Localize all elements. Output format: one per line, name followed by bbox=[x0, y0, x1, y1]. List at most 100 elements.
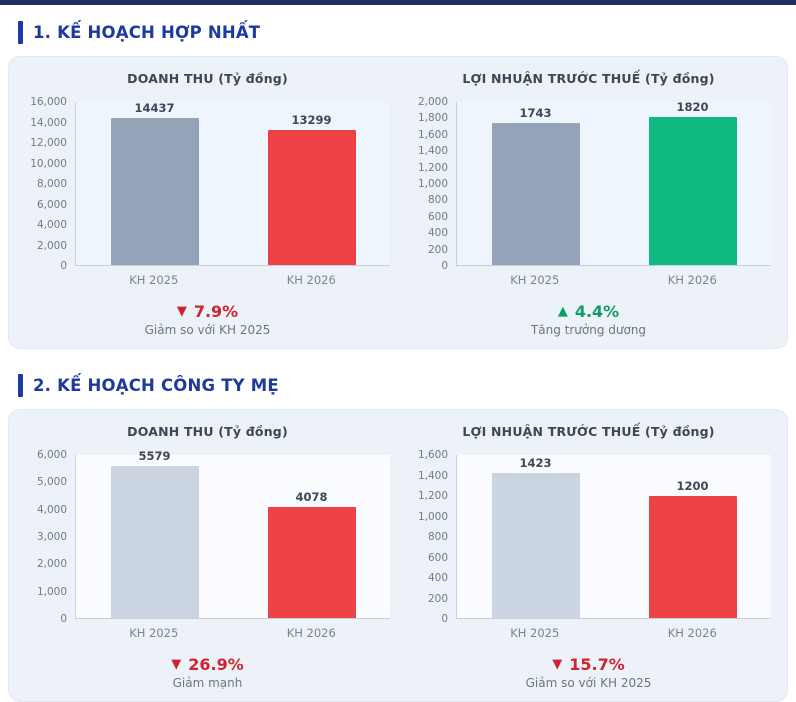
bar-slot: 1743 bbox=[457, 102, 614, 265]
heading-accent-bar bbox=[18, 373, 23, 397]
y-axis-tick-label: 1,000 bbox=[417, 178, 448, 190]
bar-kh-2026: 1200 bbox=[648, 479, 737, 618]
chart-profit-parent: LỢI NHUẬN TRƯỚC THUẾ (Tỷ đồng) 1,600 1,400… bbox=[398, 424, 779, 693]
top-accent-bar bbox=[0, 0, 796, 5]
bar-slot: 1200 bbox=[614, 455, 771, 618]
y-axis-tick-label: 4,000 bbox=[36, 219, 67, 231]
bar-slot: 1423 bbox=[457, 455, 614, 618]
y-axis: 1,600 1,400 1,200 1,000 800 600 400 200 0 bbox=[406, 449, 456, 625]
y-axis-tick-label: 1,200 bbox=[417, 161, 448, 174]
y-axis-tick-label: 16,000 bbox=[30, 96, 67, 108]
y-axis-tick-label: 200 bbox=[427, 243, 448, 256]
y-axis-tick-label: 600 bbox=[427, 551, 448, 564]
bar-kh-2026: 1820 bbox=[648, 100, 737, 265]
y-axis-tick-label: 800 bbox=[427, 194, 448, 207]
x-axis-label: KH 2025 bbox=[510, 273, 560, 287]
section-2-title: 2. KẾ HOẠCH CÔNG TY MẸ bbox=[33, 375, 279, 395]
y-axis-tick-label: 4,000 bbox=[36, 503, 67, 516]
bar-value-label: 13299 bbox=[291, 112, 332, 127]
chart-body: 1,600 1,400 1,200 1,000 800 600 400 200 0 1423 120… bbox=[406, 449, 771, 625]
bar-value-label: 14437 bbox=[134, 100, 175, 115]
y-axis-tick-label: 1,000 bbox=[36, 585, 67, 598]
y-axis-tick-label: 800 bbox=[427, 531, 448, 543]
x-axis-labels: KH 2025 KH 2026 bbox=[75, 619, 390, 644]
x-axis-label: KH 2026 bbox=[667, 626, 717, 640]
bar-kh-2026: 13299 bbox=[267, 113, 356, 265]
x-axis-label: KH 2026 bbox=[286, 626, 336, 640]
chart-title: LỢI NHUẬN TRƯỚC THUẾ (Tỷ đồng) bbox=[462, 71, 715, 86]
bar-slot: 4078 bbox=[233, 455, 390, 618]
y-axis-tick-label: 1,400 bbox=[417, 469, 448, 482]
y-axis-tick-label: 1,200 bbox=[417, 490, 448, 502]
chart-revenue-consolidated: DOANH THU (Tỷ đồng) 16,000 14,000 12,000 10,… bbox=[17, 71, 398, 340]
change-indicator: ▼ 26.9% bbox=[25, 653, 390, 675]
y-axis-tick-label: 600 bbox=[427, 210, 448, 223]
section-2-panel: DOANH THU (Tỷ đồng) 6,000 5,000 4,000 3,000 2… bbox=[8, 409, 788, 702]
change-indicator: ▼ 15.7% bbox=[406, 653, 771, 675]
bar-value-label: 1820 bbox=[676, 99, 709, 114]
y-axis-tick-label: 1,600 bbox=[417, 128, 448, 141]
y-axis-tick-label: 200 bbox=[427, 592, 448, 605]
y-axis-tick-label: 2,000 bbox=[36, 558, 67, 571]
y-axis: 6,000 5,000 4,000 3,000 2,000 1,000 0 bbox=[25, 449, 75, 625]
bar-slot: 14437 bbox=[76, 100, 233, 265]
bar-value-label: 4078 bbox=[295, 490, 328, 505]
arrow-up-icon: ▲ bbox=[557, 303, 568, 319]
chart-body: 16,000 14,000 12,000 10,000 8,000 6,000 4,000 2… bbox=[25, 96, 390, 272]
y-axis-tick-label: 0 bbox=[60, 260, 67, 272]
bar-kh-2026: 4078 bbox=[267, 490, 356, 618]
change-indicator: ▼ 7.9% bbox=[25, 300, 390, 322]
chart-title: DOANH THU (Tỷ đồng) bbox=[127, 71, 288, 86]
section-2-heading: 2. KẾ HOẠCH CÔNG TY MẸ bbox=[18, 373, 778, 397]
bar-value-label: 1743 bbox=[519, 105, 552, 120]
y-axis-tick-label: 0 bbox=[441, 613, 448, 625]
chart-body: 6,000 5,000 4,000 3,000 2,000 1,000 0 5579 4078 bbox=[25, 449, 390, 625]
y-axis-tick-label: 10,000 bbox=[30, 157, 67, 170]
y-axis-tick-label: 0 bbox=[60, 613, 67, 625]
x-axis-label: KH 2025 bbox=[510, 626, 560, 640]
section-1-title: 1. KẾ HOẠCH HỢP NHẤT bbox=[33, 22, 261, 42]
bar-value-label: 5579 bbox=[138, 449, 171, 464]
bar-kh-2025: 1423 bbox=[491, 456, 580, 618]
x-axis-label: KH 2026 bbox=[286, 273, 336, 287]
y-axis-tick-label: 400 bbox=[427, 227, 448, 240]
chart-title: DOANH THU (Tỷ đồng) bbox=[127, 424, 288, 439]
change-note: Tăng trưởng dương bbox=[530, 323, 647, 337]
heading-accent-bar bbox=[18, 20, 23, 44]
y-axis-tick-label: 8,000 bbox=[36, 178, 67, 190]
bar-slot: 13299 bbox=[233, 102, 390, 265]
plot-area: 5579 4078 bbox=[75, 449, 390, 619]
x-axis-label: KH 2025 bbox=[129, 626, 179, 640]
change-percent: 26.9% bbox=[188, 654, 244, 674]
chart-title: LỢI NHUẬN TRƯỚC THUẾ (Tỷ đồng) bbox=[462, 424, 715, 439]
y-axis-tick-label: 2,000 bbox=[36, 239, 67, 252]
change-percent: 4.4% bbox=[574, 301, 620, 321]
y-axis-tick-label: 14,000 bbox=[30, 116, 67, 129]
y-axis-tick-label: 3,000 bbox=[36, 531, 67, 543]
change-percent: 7.9% bbox=[193, 301, 239, 321]
y-axis-tick-label: 1,800 bbox=[417, 112, 448, 125]
chart-revenue-parent: DOANH THU (Tỷ đồng) 6,000 5,000 4,000 3,000 2… bbox=[17, 424, 398, 693]
bar-slot: 5579 bbox=[76, 449, 233, 618]
x-axis-labels: KH 2025 KH 2026 bbox=[456, 266, 771, 291]
x-axis-labels: KH 2025 KH 2026 bbox=[456, 619, 771, 644]
plot-area: 14437 13299 bbox=[75, 100, 390, 266]
y-axis: 16,000 14,000 12,000 10,000 8,000 6,000 4,000 2… bbox=[25, 96, 75, 272]
chart-body: 2,000 1,800 1,600 1,400 1,200 1,000 800 600 400 2… bbox=[406, 96, 771, 272]
y-axis-tick-label: 1,400 bbox=[417, 145, 448, 158]
bar-kh-2025: 1743 bbox=[491, 106, 580, 265]
arrow-down-icon: ▼ bbox=[171, 656, 182, 672]
change-note: Giảm so với KH 2025 bbox=[525, 676, 652, 690]
y-axis-tick-label: 1,600 bbox=[417, 449, 448, 461]
y-axis-tick-label: 2,000 bbox=[417, 96, 448, 108]
x-axis-label: KH 2026 bbox=[667, 273, 717, 287]
y-axis-tick-label: 1,000 bbox=[417, 510, 448, 523]
bar-value-label: 1423 bbox=[519, 456, 552, 471]
y-axis-tick-label: 0 bbox=[441, 260, 448, 272]
x-axis-label: KH 2025 bbox=[129, 273, 179, 287]
plot-area: 1423 1200 bbox=[456, 455, 771, 619]
y-axis-tick-label: 6,000 bbox=[36, 449, 67, 461]
y-axis-tick-label: 5,000 bbox=[36, 476, 67, 489]
change-percent: 15.7% bbox=[569, 654, 625, 674]
